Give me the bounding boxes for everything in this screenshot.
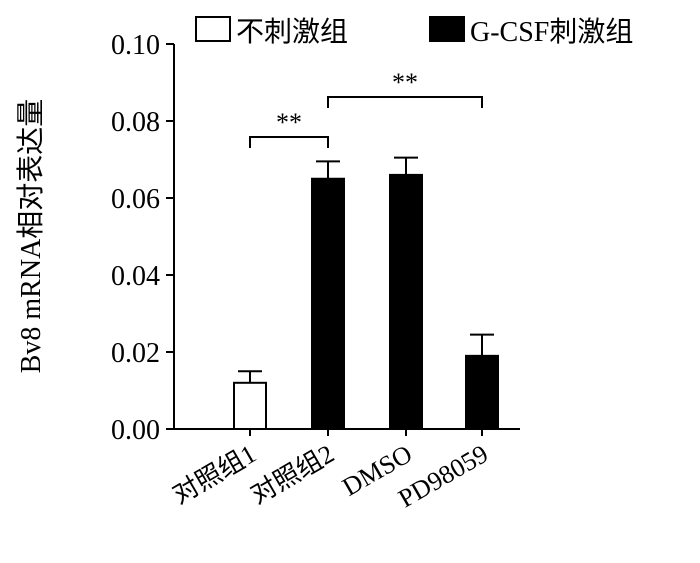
significance-label: ** [392,68,418,97]
x-tick-label: 对照组2 [246,439,339,510]
y-tick-label: 0.08 [111,107,160,138]
y-tick-label: 0.00 [111,415,160,446]
legend-label: 不刺激组 [236,16,348,48]
bar [389,173,423,430]
legend: 不刺激组 G-CSF刺激组 [195,16,633,48]
legend-swatch [195,16,231,42]
y-tick-label: 0.10 [111,30,160,61]
bar [311,177,345,430]
significance-bracket [249,136,329,148]
legend-label: G-CSF刺激组 [470,16,633,48]
y-tick-label: 0.06 [111,184,160,215]
bar [465,354,499,431]
significance-annotations: ** ** [249,68,483,148]
x-tick-label: 对照组1 [168,439,261,510]
significance-label: ** [276,108,302,137]
significance-bracket [327,96,483,108]
bar [233,381,267,430]
bars [233,156,499,431]
legend-swatch [429,16,465,42]
y-tick-label: 0.02 [111,338,160,369]
y-tick-label: 0.04 [111,261,160,292]
y-axis-label: Bv8 mRNA相对表达量 [15,99,47,374]
